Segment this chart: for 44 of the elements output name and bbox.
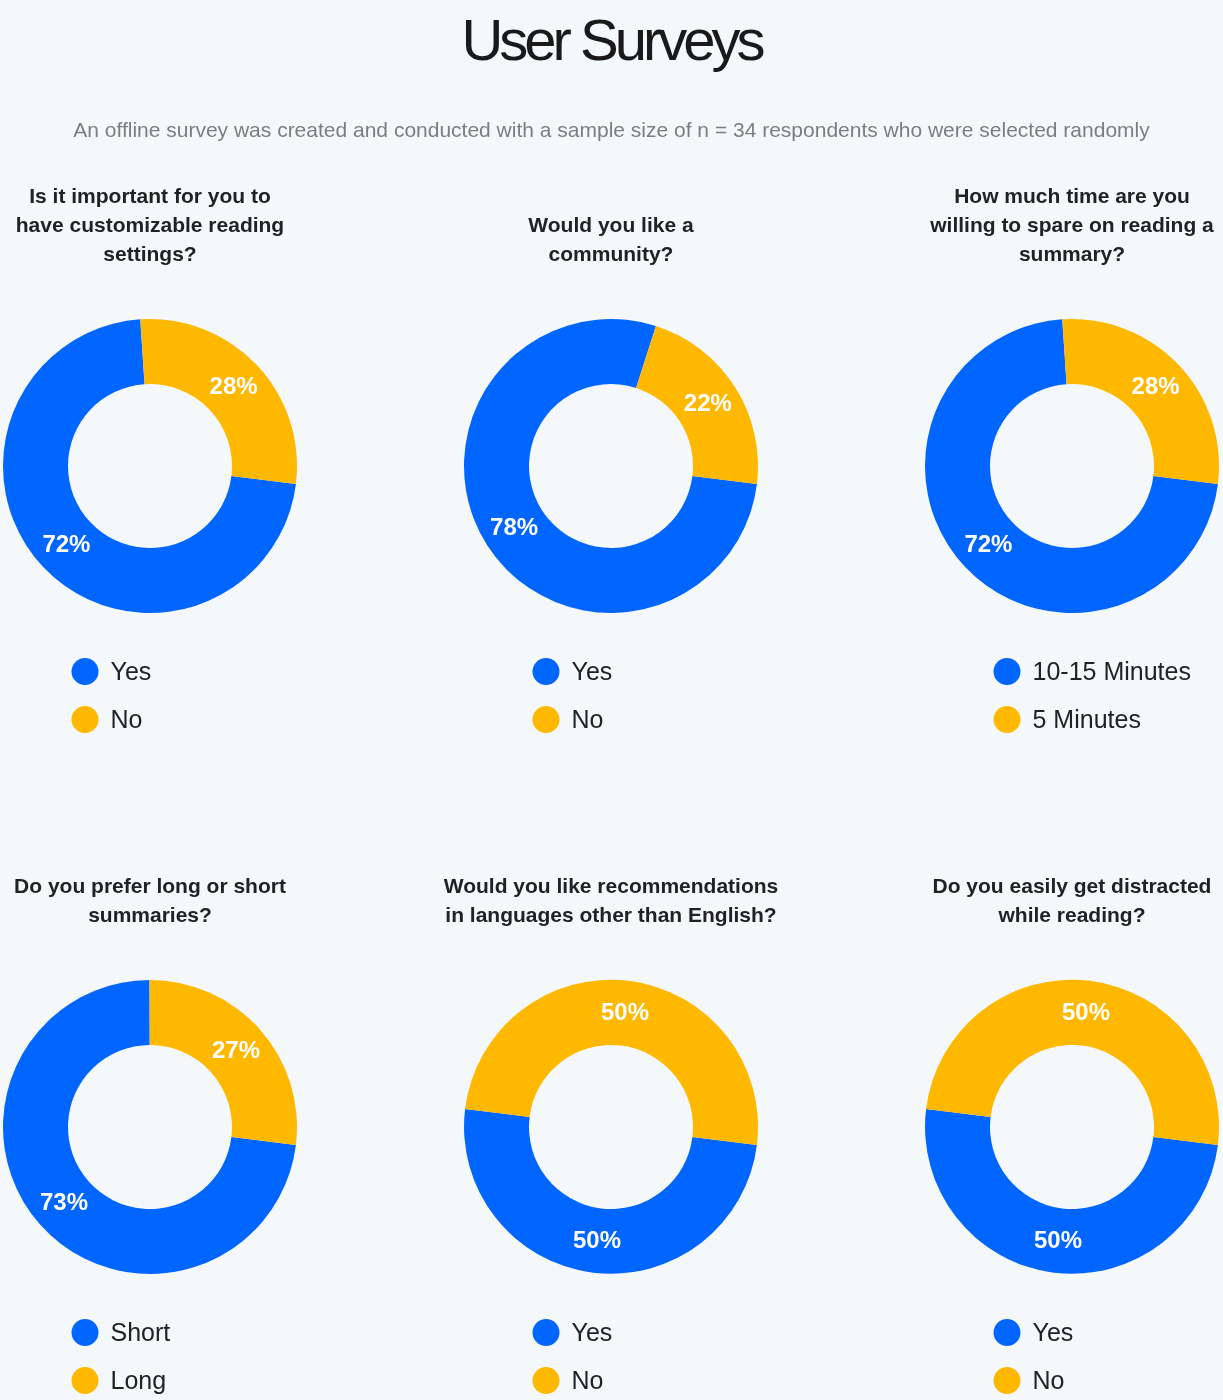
data-label: 27% <box>211 1035 261 1063</box>
text: An offline survey was created and conducted with a sample size of n = 34 respondents who were selected randomly <box>72 117 1151 143</box>
legend-label: No <box>571 1365 604 1394</box>
donut-slice <box>464 1109 757 1274</box>
data-label: 72% <box>964 530 1013 558</box>
donut-slice <box>464 319 757 613</box>
legend-label: Short <box>110 1317 171 1346</box>
data-label: 22% <box>683 389 732 417</box>
data-label: 50% <box>572 1226 622 1254</box>
legend-label: 5 Minutes <box>1032 704 1141 733</box>
donut-slice <box>465 979 759 1145</box>
chart-title: How much time are you willing to spare on reading a summary? <box>929 183 1215 267</box>
donut-slice <box>140 319 297 484</box>
chart-title: Would you like a community? <box>527 212 695 267</box>
donut-slice <box>3 980 296 1274</box>
data-label: 50% <box>1061 997 1111 1025</box>
text: User Surveys <box>460 6 764 74</box>
data-label: 73% <box>39 1188 89 1216</box>
donut-slice <box>925 319 1218 613</box>
data-label: 50% <box>600 997 650 1025</box>
chart-title: Do you easily get distracted while reading? <box>931 873 1213 928</box>
donut-slice <box>636 326 758 484</box>
donut-slice <box>3 319 296 613</box>
legend-label: No <box>110 704 143 733</box>
legend-label: 10-15 Minutes <box>1032 656 1191 685</box>
chart-title: Do you prefer long or short summaries? <box>13 873 287 928</box>
legend-label: Yes <box>571 1317 613 1346</box>
data-label: 28% <box>1131 371 1180 399</box>
data-label: 78% <box>490 512 539 540</box>
data-label: 50% <box>1033 1226 1083 1254</box>
chart-title: Is it important for you to have customizable reading settings? <box>14 183 286 267</box>
donut-slice <box>149 980 297 1145</box>
legend-label: Yes <box>110 656 152 685</box>
legend-label: No <box>1032 1365 1065 1394</box>
donut-slice <box>925 1109 1218 1274</box>
legend-label: No <box>571 704 604 733</box>
donut-slice <box>926 979 1220 1145</box>
data-label: 28% <box>209 371 258 399</box>
legend-label: Yes <box>1032 1317 1074 1346</box>
donut-slice <box>1062 319 1219 484</box>
chart-title: Would you like recommendations in languages other than English? <box>442 873 780 928</box>
data-label: 72% <box>42 530 91 558</box>
legend-label: Long <box>110 1365 167 1394</box>
legend-label: Yes <box>571 656 613 685</box>
